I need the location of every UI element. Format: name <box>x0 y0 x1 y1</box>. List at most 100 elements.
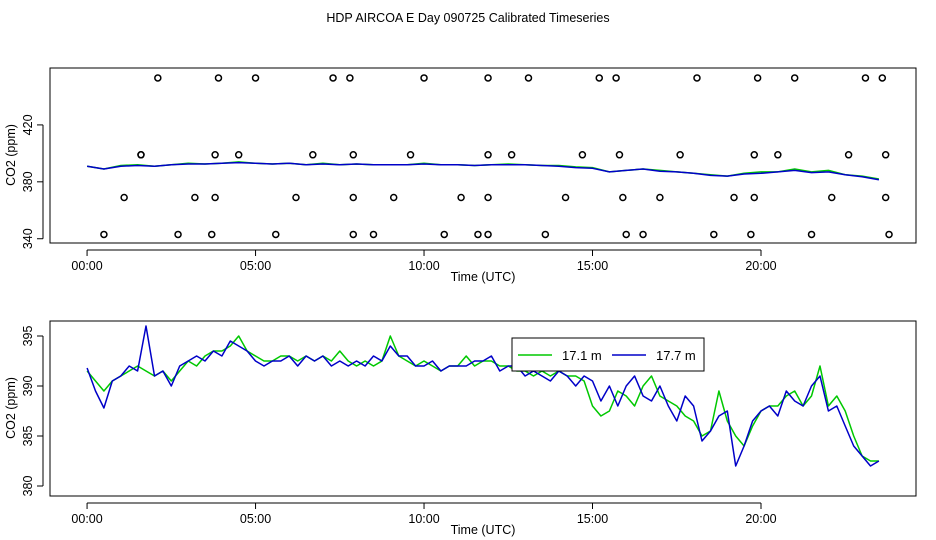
calibration-point <box>656 193 664 202</box>
calibration-point <box>578 151 587 159</box>
calibration-point <box>541 230 550 239</box>
bottom-y-tick-label: 380 <box>21 476 35 497</box>
bottom-series-line-1 <box>86 325 880 467</box>
calibration-point <box>622 230 630 239</box>
calibration-point <box>174 230 182 239</box>
calibration-point <box>615 151 624 159</box>
calibration-point <box>100 230 108 239</box>
calibration-point <box>524 74 533 82</box>
bottom-y-tick-label: 390 <box>21 376 35 397</box>
bottom-x-tick-label: 00:00 <box>71 512 102 526</box>
calibration-point <box>561 193 570 202</box>
calibration-point <box>619 193 627 202</box>
calibration-point <box>750 151 759 159</box>
top-x-tick-label: 00:00 <box>71 259 102 273</box>
calibration-point <box>457 193 465 202</box>
top-x-tick-label: 15:00 <box>577 259 608 273</box>
calibration-point <box>346 74 354 82</box>
calibration-point <box>154 74 162 82</box>
calibration-point <box>484 193 492 202</box>
top-panel: 00:00 05:00 10:00 15:00 20:00 340 380 420 Time… <box>4 67 917 284</box>
calibration-point <box>861 74 870 82</box>
calibration-point <box>612 74 620 82</box>
bottom-x-tick-label: 10:00 <box>408 512 439 526</box>
calibration-point <box>676 151 684 159</box>
calibration-point <box>828 193 836 202</box>
calibration-point <box>753 74 762 82</box>
bottom-series-line-0 <box>86 335 879 462</box>
top-y-tick-label: 420 <box>21 114 35 135</box>
calibration-point <box>440 230 448 239</box>
chart-title: HDP AIRCOA E Day 090725 Calibrated Times… <box>326 11 609 25</box>
calibration-point <box>484 151 492 159</box>
top-plot-frame <box>49 67 917 244</box>
calibration-point <box>881 193 890 202</box>
bottom-ylabel: CO2 (ppm) <box>4 377 18 439</box>
calibration-point <box>730 193 738 202</box>
calibration-point <box>484 74 492 82</box>
calibration-point <box>207 230 216 239</box>
calibration-point <box>881 151 890 159</box>
bottom-x-tick-label: 20:00 <box>745 512 776 526</box>
bottom-plot-frame <box>49 320 917 497</box>
bottom-panel: 00:00 05:00 10:00 15:00 20:00 380 385 390 395 T… <box>4 320 917 537</box>
calibration-point <box>120 193 128 202</box>
calibration-point <box>595 74 604 82</box>
calibration-point <box>234 151 243 159</box>
calibration-point <box>807 230 816 239</box>
legend-label-17-1: 17.1 m <box>562 348 602 363</box>
calibration-point <box>349 193 358 202</box>
calibration-point <box>272 230 280 239</box>
top-y-tick-label: 380 <box>21 171 35 192</box>
calibration-point <box>137 151 145 159</box>
calibration-point <box>420 74 428 82</box>
top-xlabel: Time (UTC) <box>451 270 516 284</box>
bottom-xlabel: Time (UTC) <box>451 523 516 537</box>
calibration-point <box>844 151 853 159</box>
calibration-point <box>211 151 219 159</box>
calibration-point <box>251 74 260 82</box>
top-x-tick-label: 20:00 <box>745 259 776 273</box>
calibration-point <box>329 74 337 82</box>
legend-label-17-7: 17.7 m <box>656 348 696 363</box>
top-points <box>100 74 893 239</box>
calibration-point <box>750 193 759 202</box>
bottom-x-axis: 00:00 05:00 10:00 15:00 20:00 <box>71 502 777 526</box>
calibration-point <box>885 230 893 239</box>
calibration-point <box>211 193 219 202</box>
top-x-tick-label: 05:00 <box>240 259 271 273</box>
calibration-point <box>349 230 358 239</box>
calibration-point <box>507 151 516 159</box>
top-series <box>86 161 880 181</box>
top-ylabel: CO2 (ppm) <box>4 124 18 186</box>
top-x-tick-label: 10:00 <box>408 259 439 273</box>
bottom-y-axis: 380 385 390 395 <box>21 326 44 497</box>
calibration-point <box>406 151 415 159</box>
bottom-y-tick-label: 385 <box>21 426 35 447</box>
bottom-x-tick-label: 15:00 <box>577 512 608 526</box>
calibration-point <box>474 230 482 239</box>
top-series-line-1 <box>86 161 880 181</box>
calibration-point <box>214 74 223 82</box>
calibration-point <box>693 74 701 82</box>
calibration-point <box>292 193 300 202</box>
calibration-point <box>747 230 755 239</box>
calibration-point <box>710 230 718 239</box>
calibration-point <box>484 230 492 239</box>
top-y-tick-label: 340 <box>21 228 35 249</box>
calibration-point <box>774 151 782 159</box>
calibration-point <box>389 193 398 202</box>
bottom-y-tick-label: 395 <box>21 326 35 347</box>
calibration-point <box>878 74 887 82</box>
top-y-axis: 340 380 420 <box>21 114 44 249</box>
calibration-point <box>639 230 647 239</box>
legend: 17.1 m 17.7 m <box>511 337 705 372</box>
calibration-point <box>790 74 799 82</box>
calibration-point <box>349 151 358 159</box>
calibration-point <box>191 193 199 202</box>
calibration-point <box>369 230 378 239</box>
bottom-series <box>86 325 880 467</box>
calibration-point <box>309 151 317 159</box>
bottom-x-tick-label: 05:00 <box>240 512 271 526</box>
